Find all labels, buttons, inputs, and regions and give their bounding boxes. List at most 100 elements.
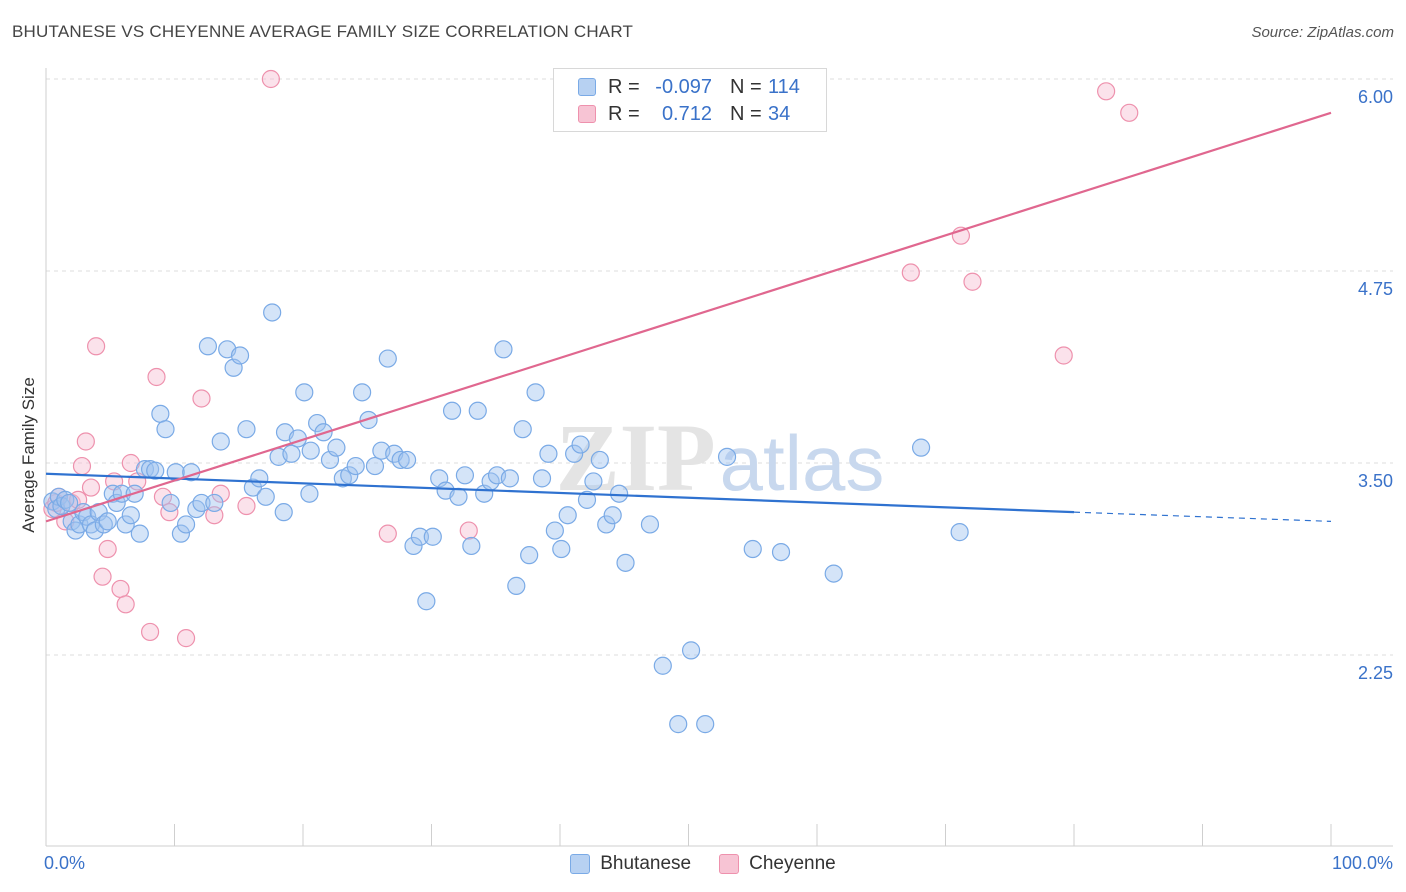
bhutanese-point (743, 539, 762, 559)
cheyenne-point (378, 524, 397, 543)
bhutanese-point (274, 503, 293, 522)
cheyenne-point (963, 272, 982, 291)
bhutanese-point (824, 564, 843, 583)
bhutanese-point (121, 506, 140, 525)
bhutanese-point (130, 524, 149, 543)
bhutanese-point (295, 383, 314, 402)
legend-item-bhutanese: Bhutanese (570, 853, 691, 875)
bhutanese-point (717, 447, 737, 466)
cheyenne-point (140, 622, 160, 642)
bhutanese-point (696, 715, 715, 734)
bhutanese-point (455, 466, 475, 485)
y-tick-label: 3.50 (1358, 471, 1393, 491)
cheyenne-point (459, 521, 478, 540)
bhutanese-point (610, 484, 629, 503)
bhutanese-point (597, 515, 616, 534)
bhutanese-point (494, 340, 513, 359)
bhutanese-point (552, 539, 571, 559)
bhutanese-point (565, 444, 584, 463)
bhutanese-point (681, 641, 701, 660)
legend-row-cheyenne: R = 0.712 N = 34 (578, 102, 790, 126)
bhutanese-point (365, 456, 385, 476)
cheyenne-point (1054, 346, 1073, 365)
y-tick-label: 6.00 (1358, 87, 1393, 107)
bhutanese-point (327, 438, 346, 457)
legend-label-cheyenne: Cheyenne (749, 853, 836, 874)
bhutanese-point (171, 524, 191, 543)
bhutanese-point (151, 404, 170, 423)
bhutanese-point (397, 450, 417, 470)
n-label: N = (730, 75, 762, 98)
series-legend: Bhutanese Cheyenne (0, 851, 1406, 877)
bhutanese-trend-extension (1073, 511, 1332, 522)
bhutanese-point (340, 466, 359, 485)
r-label: R = (608, 75, 640, 98)
cheyenne-point (1097, 82, 1116, 101)
bhutanese-point (468, 401, 487, 420)
bhutanese-point (558, 506, 577, 525)
gridlines (46, 78, 1393, 656)
cheyenne-point (160, 503, 179, 522)
bhutanese-point (161, 493, 180, 513)
cheyenne-point (81, 478, 101, 497)
bhutanese-point (950, 523, 969, 542)
cheyenne-swatch (719, 854, 740, 874)
bhutanese-trend-line (45, 472, 1075, 514)
bhutanese-point (653, 656, 672, 675)
bhutanese-point (391, 450, 410, 470)
bhutanese-point (308, 413, 327, 433)
cheyenne-point (93, 567, 112, 586)
x-tick-max: 100.0% (1332, 853, 1393, 873)
r-label: R = (608, 102, 640, 125)
cheyenne-point (192, 389, 211, 408)
bhutanese-point (359, 410, 378, 430)
cheyenne-point (147, 367, 166, 387)
y-axis-label: Average Family Size (19, 377, 38, 533)
cheyenne-point (261, 69, 280, 89)
bhutanese-point (198, 337, 218, 356)
bhutanese-point (520, 546, 539, 565)
trend-lines (45, 111, 1332, 523)
bhutanese-swatch (570, 854, 591, 874)
bhutanese-point (404, 536, 423, 556)
bhutanese-point (192, 493, 211, 513)
bhutanese-point (539, 444, 558, 463)
bhutanese-point (353, 383, 372, 402)
bhutanese-point (590, 450, 609, 470)
bhutanese-point (513, 420, 532, 439)
r-value: 0.712 (661, 102, 712, 125)
cheyenne-point (76, 432, 95, 451)
cheyenne-swatch (578, 105, 596, 123)
bhutanese-point (263, 303, 282, 322)
bhutanese-point (243, 478, 262, 497)
bhutanese-point (526, 383, 545, 402)
bhutanese-point (346, 456, 365, 476)
watermark-atlas: atlas (720, 419, 885, 507)
bhutanese-point (462, 536, 481, 556)
bhutanese-point (256, 487, 275, 506)
bhutanese-point (771, 542, 791, 562)
bhutanese-point (98, 512, 117, 531)
cheyenne-point (176, 629, 196, 648)
legend-row-bhutanese: R = -0.097 N = 114 (578, 75, 800, 99)
bhutanese-point (500, 469, 519, 488)
cheyenne-point (87, 337, 106, 356)
bhutanese-point (146, 461, 165, 480)
n-label: N = (730, 102, 762, 125)
bhutanese-point (300, 484, 319, 503)
bhutanese-point (577, 490, 597, 509)
bhutanese-point (545, 521, 564, 540)
y-tick-labels: 2.25 3.50 4.75 6.00 (1358, 87, 1393, 683)
bhutanese-point (60, 493, 79, 513)
x-tick-min: 0.0% (44, 853, 85, 873)
bhutanese-swatch (578, 78, 596, 96)
bhutanese-point (211, 432, 230, 451)
bhutanese-point (640, 515, 660, 534)
cheyenne-point (237, 496, 256, 516)
bhutanese-point (616, 553, 635, 572)
bhutanese-points (43, 303, 969, 734)
bhutanese-point (205, 493, 224, 513)
cheyenne-point (116, 595, 135, 614)
bhutanese-point (237, 420, 256, 439)
y-tick-label: 2.25 (1358, 663, 1393, 683)
